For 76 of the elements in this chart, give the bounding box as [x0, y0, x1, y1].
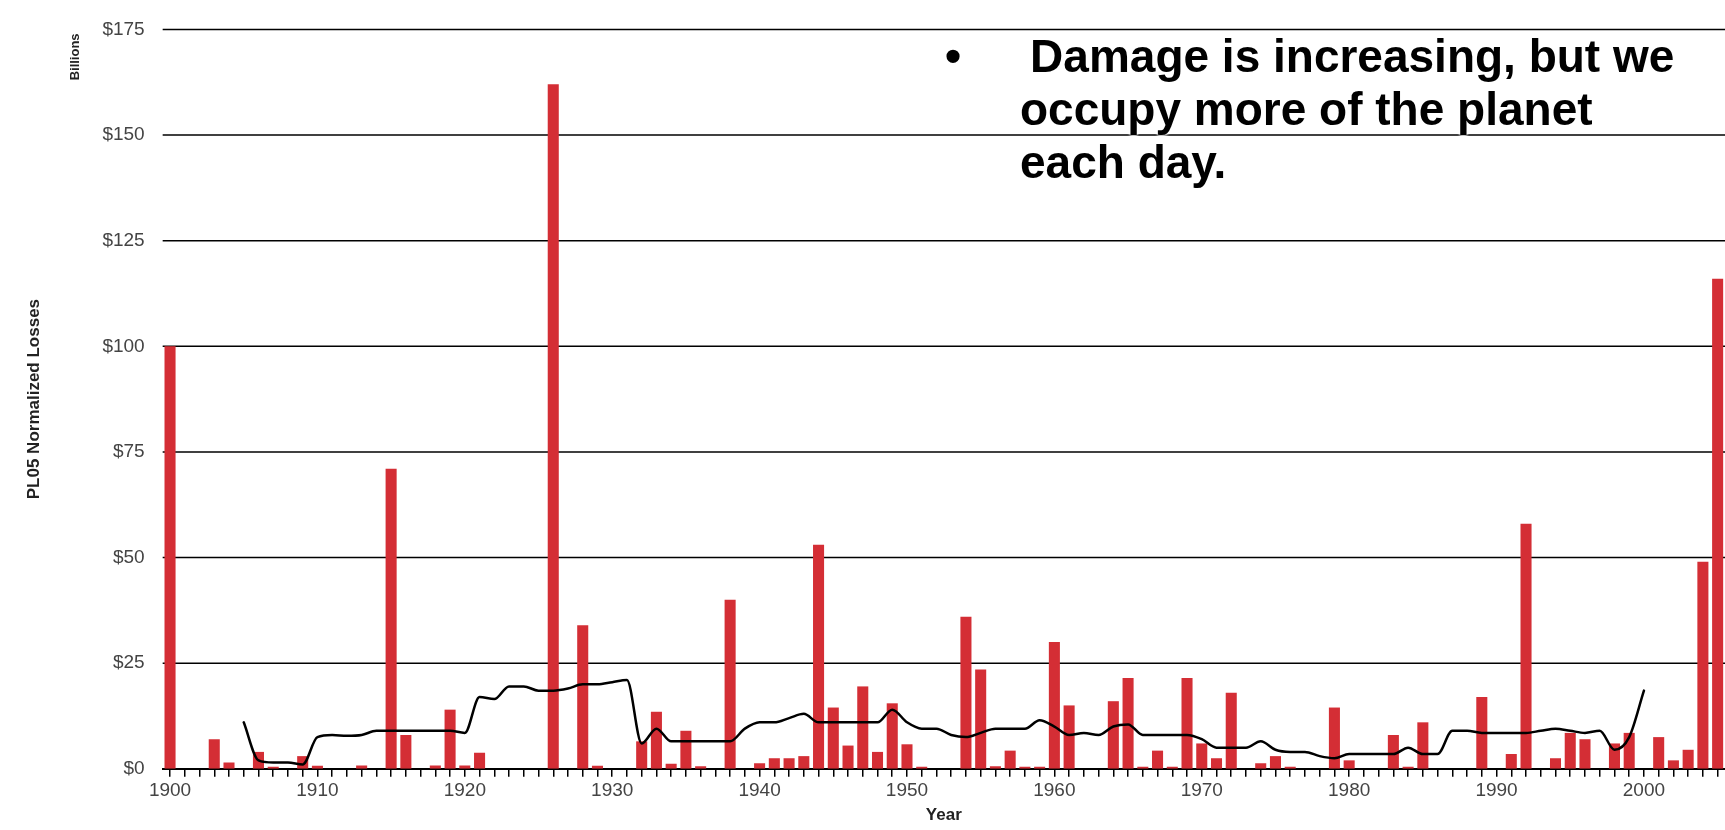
- bar: [1255, 763, 1267, 769]
- bar: [1476, 696, 1488, 769]
- bar: [1181, 677, 1193, 769]
- bar: [857, 686, 869, 769]
- bar: [636, 741, 648, 769]
- bar: [798, 756, 810, 769]
- bar: [1122, 677, 1134, 769]
- bar: [208, 739, 220, 769]
- x-tick-label: 1900: [148, 779, 192, 801]
- bar: [842, 745, 854, 769]
- bar: [577, 625, 589, 769]
- line-series: [242, 678, 1646, 766]
- bar: [724, 599, 736, 769]
- x-tick-label: 1940: [738, 779, 781, 801]
- bar: [547, 84, 559, 769]
- y-tick-label: $25: [112, 651, 145, 673]
- bar: [1417, 722, 1429, 769]
- x-tick-label: 1920: [443, 779, 486, 801]
- x-tick-label: 1970: [1180, 779, 1223, 801]
- bar: [444, 709, 456, 769]
- annotation: • Damage is increasing, but we occupy more of the planet each day.: [945, 30, 1676, 189]
- bar: [1549, 758, 1562, 769]
- bar: [1653, 737, 1665, 769]
- bar: [754, 763, 766, 769]
- bar: [1682, 749, 1694, 769]
- bar: [1048, 642, 1060, 769]
- bar: [1269, 756, 1281, 769]
- bar: [1579, 739, 1591, 769]
- bar: [1387, 735, 1399, 769]
- bar: [1697, 561, 1709, 769]
- bar: [886, 703, 898, 769]
- bar: [1520, 523, 1532, 769]
- bar: [901, 744, 913, 769]
- bar: [1063, 705, 1075, 769]
- bar: [1564, 732, 1576, 769]
- x-tick-label: 1990: [1475, 779, 1518, 801]
- bar: [975, 669, 987, 769]
- x-tick-label: 2000: [1622, 779, 1666, 801]
- bar: [1004, 750, 1016, 769]
- x-tick-label: 1910: [296, 779, 339, 801]
- x-tick-label: 1950: [885, 779, 929, 801]
- bar: [164, 346, 176, 769]
- bar: [400, 735, 412, 769]
- bar: [1505, 754, 1517, 769]
- x-tick-label: 1960: [1033, 779, 1076, 801]
- bar: [474, 752, 486, 769]
- bar: [1196, 743, 1208, 769]
- bar: [650, 711, 662, 769]
- bar: [1328, 707, 1340, 769]
- y-tick-label: $150: [102, 123, 145, 145]
- bar: [827, 707, 839, 769]
- text: Billions: [66, 33, 82, 81]
- bar: [871, 751, 884, 769]
- bar: [1343, 760, 1355, 769]
- y-tick-label: $100: [102, 334, 145, 356]
- bar: [768, 758, 780, 769]
- y-tick-label: $75: [112, 440, 145, 462]
- x-tick-label: 1930: [591, 779, 634, 801]
- bar: [385, 468, 397, 769]
- bar: [1667, 760, 1679, 769]
- bar: [1152, 750, 1164, 769]
- bar: [960, 616, 972, 769]
- y-tick-label: $0: [123, 757, 145, 779]
- y-tick-label: $175: [102, 17, 145, 39]
- bar: [1225, 692, 1237, 769]
- x-axis-title: Year: [925, 805, 963, 825]
- bar: [783, 758, 795, 769]
- bar: [1712, 278, 1724, 769]
- bar: [1107, 701, 1119, 769]
- y-tick-label: $50: [112, 545, 145, 567]
- bar: [223, 762, 235, 769]
- y-axis-title: PL05 Normalized Losses: [23, 298, 43, 500]
- bar: [1210, 758, 1223, 769]
- bar: [813, 544, 825, 769]
- y-tick-label: $125: [102, 228, 145, 250]
- x-tick-label: 1980: [1328, 779, 1371, 801]
